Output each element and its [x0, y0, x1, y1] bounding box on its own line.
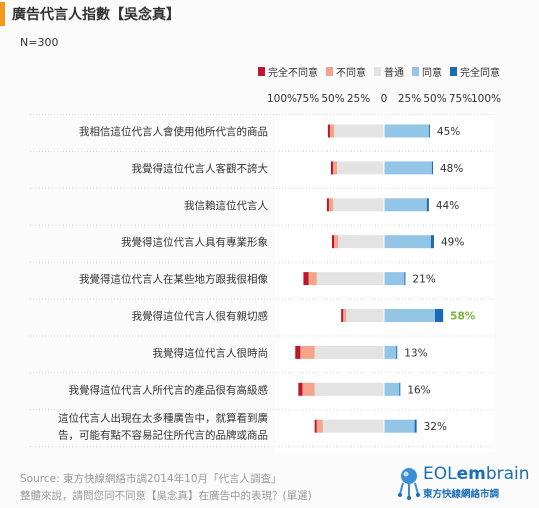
footer-question: 整體來說，請問您同不同意【吳念真】在廣告中的表現？(單選): [20, 490, 312, 502]
bar-segment: [430, 235, 434, 249]
sample-size: N=300: [20, 36, 59, 49]
legend-swatch: [450, 67, 457, 76]
axis-tick-label: 50%: [321, 93, 344, 105]
chart-title: 廣告代言人指數【吳念真】: [12, 7, 180, 23]
bar-segment: [384, 419, 415, 433]
bar-segment: [314, 345, 384, 359]
bar-segment: [396, 345, 398, 359]
bar-segment: [414, 419, 417, 433]
bar-segment: [384, 124, 429, 138]
axis-tick-label: 0: [381, 93, 388, 105]
agree-total-label: 58%: [450, 311, 476, 323]
axis-tick-label: 50%: [423, 93, 446, 105]
logo-text-brain: brain: [485, 464, 530, 484]
bar-segment: [314, 419, 317, 433]
bar-segment: [426, 198, 429, 212]
category-label: 我覺得這位代言人很有親切感: [132, 310, 269, 323]
legend-swatch: [326, 67, 333, 76]
bar-segment: [316, 272, 384, 286]
bar-segment: [346, 309, 384, 322]
legend-swatch: [258, 67, 265, 76]
logo-text-em: em: [456, 464, 486, 484]
bar-segment: [334, 235, 339, 249]
agree-total-label: 13%: [404, 347, 427, 359]
agree-total-label: 49%: [441, 237, 464, 249]
bar-segment: [384, 382, 400, 396]
category-label: 我覺得這位代言人很時尚: [153, 346, 269, 359]
legend-label: 不同意: [336, 66, 366, 79]
category-label: 我相信這位代言人會使用他所代言的商品: [79, 125, 268, 138]
agree-total-label: 21%: [412, 274, 435, 286]
bar-segment: [327, 124, 330, 138]
legend-label: 完全同意: [460, 66, 500, 79]
bar-segment: [431, 161, 433, 175]
bar-segment: [337, 161, 384, 175]
logo-subtitle: 東方快線網絡市調: [423, 489, 500, 500]
bar-segment: [384, 235, 431, 249]
bar-segment: [328, 198, 333, 212]
bar-segment: [384, 272, 405, 286]
bar-segment: [384, 161, 432, 175]
logo-wordmark: EOLembrain: [423, 464, 530, 484]
eolembrain-logo: EOLembrain 東方快線網絡市調: [395, 464, 535, 504]
category-label: 我覺得這位代言人所代言的產品很有高級感: [69, 383, 269, 396]
legend-label: 完全不同意: [268, 66, 318, 79]
bar-segment: [384, 198, 427, 212]
axis-tick-label: 75%: [449, 93, 472, 105]
legend-swatch: [374, 67, 381, 76]
agree-total-label: 32%: [424, 421, 447, 433]
bar-segment: [331, 235, 335, 249]
bar-segment: [428, 124, 430, 138]
legend-label: 同意: [422, 66, 442, 79]
footer-source: Source: 東方快線網絡市調2014年10月「代言人調查」: [20, 473, 282, 485]
agree-total-label: 16%: [407, 384, 430, 396]
bar-segment: [316, 419, 323, 433]
agree-total-label: 48%: [440, 163, 463, 175]
bar-segment: [404, 272, 406, 286]
bar-segment: [302, 382, 315, 396]
axis-tick-label: 100%: [267, 93, 297, 105]
bar-segment: [314, 382, 384, 396]
bar-segment: [333, 161, 338, 175]
category-label: 我覺得這位代言人在某些地方跟我很相像: [79, 273, 268, 286]
bar-segment: [341, 309, 344, 322]
bar-segment: [308, 272, 317, 286]
agree-total-label: 44%: [436, 200, 459, 212]
category-label: 我覺得這位代言人客觀不誇大: [132, 162, 269, 175]
bar-segment: [329, 124, 335, 138]
bar-segment: [295, 345, 301, 359]
category-label: 這位代言人出現在太多種廣告中，就算看到廣: [58, 412, 268, 425]
bar-segment: [330, 161, 333, 175]
axis-tick-label: 100%: [471, 93, 501, 105]
bar-segment: [399, 382, 401, 396]
axis-tick-label: 75%: [296, 93, 319, 105]
bar-segment: [322, 419, 384, 433]
category-label: 我覺得這位代言人具有專業形象: [121, 236, 268, 249]
bar-segment: [303, 272, 309, 286]
bar-segment: [435, 309, 444, 322]
bar-segment: [298, 382, 303, 396]
logo-mark-icon: [398, 468, 420, 500]
bar-segment: [326, 198, 329, 212]
bar-segment: [384, 345, 397, 359]
bar-segment: [384, 309, 435, 322]
axis-tick-label: 25%: [347, 93, 370, 105]
logo-text-eol: EOL: [423, 464, 457, 484]
bar-segment: [300, 345, 315, 359]
title-accent-bar: [0, 2, 5, 26]
agree-total-label: 45%: [437, 126, 460, 138]
bar-segment: [343, 309, 347, 322]
bar-segment: [333, 198, 384, 212]
bar-segment: [338, 235, 384, 249]
legend-swatch: [412, 67, 419, 76]
bar-segment: [334, 124, 384, 138]
legend-label: 普通: [384, 66, 404, 79]
axis-tick-label: 25%: [398, 93, 421, 105]
category-label: 告，可能有點不容易記住所代言的品牌或商品: [58, 429, 268, 442]
category-label: 我信賴這位代言人: [184, 199, 268, 212]
